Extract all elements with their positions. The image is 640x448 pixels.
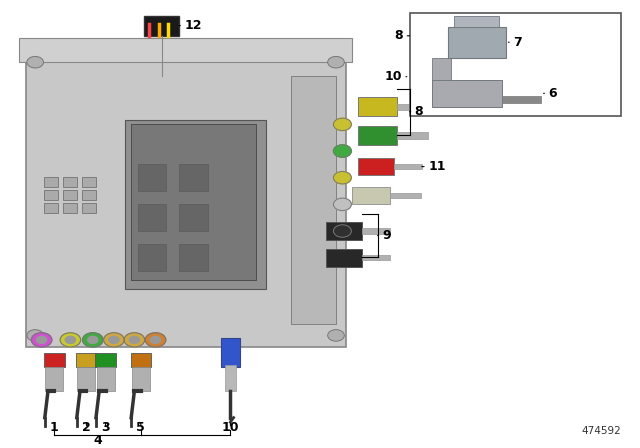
Bar	[448, 26, 506, 58]
Bar	[44, 353, 65, 366]
Bar	[179, 204, 208, 231]
Bar	[125, 120, 266, 289]
Bar	[63, 190, 77, 200]
Bar	[45, 366, 63, 391]
Text: 7: 7	[513, 36, 522, 49]
Bar	[397, 103, 428, 110]
Bar	[358, 97, 397, 116]
Circle shape	[333, 118, 351, 131]
Circle shape	[27, 330, 44, 341]
Bar	[77, 366, 95, 391]
Circle shape	[104, 333, 124, 347]
Bar	[131, 353, 151, 366]
Bar	[394, 164, 422, 169]
Text: 4: 4	[93, 434, 102, 447]
Bar	[82, 203, 96, 213]
Text: 6: 6	[548, 87, 557, 100]
Bar	[179, 164, 208, 191]
Bar	[397, 133, 428, 138]
Bar	[44, 177, 58, 186]
Circle shape	[27, 56, 44, 68]
Text: 8: 8	[415, 105, 423, 118]
Bar	[95, 353, 116, 366]
Bar	[138, 244, 166, 271]
Text: 3: 3	[101, 421, 110, 434]
Circle shape	[88, 336, 98, 344]
Circle shape	[333, 225, 351, 237]
Bar	[144, 16, 179, 35]
Bar	[432, 80, 502, 107]
Text: 1: 1	[50, 421, 59, 434]
Bar	[502, 96, 541, 103]
Bar	[454, 16, 499, 26]
Text: 10: 10	[385, 70, 402, 83]
Text: 12: 12	[184, 19, 202, 32]
Circle shape	[333, 198, 351, 211]
Bar	[138, 164, 166, 191]
Bar	[225, 365, 236, 391]
Text: 8: 8	[395, 29, 403, 42]
Bar	[63, 203, 77, 213]
Bar	[362, 255, 390, 260]
Circle shape	[60, 333, 81, 347]
Circle shape	[145, 333, 166, 347]
Circle shape	[65, 336, 76, 344]
Bar	[432, 58, 451, 80]
Circle shape	[31, 333, 52, 347]
Text: 9: 9	[383, 229, 391, 242]
Bar	[26, 44, 346, 346]
Bar	[326, 222, 362, 240]
Bar	[19, 38, 352, 62]
Circle shape	[83, 333, 103, 347]
Bar	[44, 203, 58, 213]
Bar	[97, 366, 115, 391]
Circle shape	[124, 333, 145, 347]
Bar	[390, 193, 421, 198]
Bar	[362, 228, 390, 234]
Bar	[410, 13, 621, 116]
Circle shape	[328, 330, 344, 341]
Bar	[44, 190, 58, 200]
Circle shape	[36, 336, 47, 344]
Text: 474592: 474592	[581, 426, 621, 436]
Bar	[291, 76, 336, 324]
Circle shape	[129, 336, 140, 344]
Bar	[326, 249, 362, 267]
Circle shape	[150, 336, 161, 344]
Bar	[358, 126, 397, 145]
Bar	[221, 338, 240, 366]
Text: 5: 5	[136, 421, 145, 434]
Bar	[358, 158, 394, 175]
Text: 11: 11	[428, 160, 445, 173]
Bar	[131, 125, 256, 280]
Text: 2: 2	[82, 421, 91, 434]
Bar	[82, 177, 96, 186]
Circle shape	[328, 56, 344, 68]
Bar	[352, 187, 390, 204]
Bar	[63, 177, 77, 186]
Text: 10: 10	[221, 421, 239, 434]
Bar	[179, 244, 208, 271]
Bar	[76, 353, 97, 366]
Bar	[138, 204, 166, 231]
Bar	[82, 190, 96, 200]
Circle shape	[109, 336, 119, 344]
Bar	[132, 366, 150, 391]
Circle shape	[333, 145, 351, 157]
Circle shape	[333, 172, 351, 184]
